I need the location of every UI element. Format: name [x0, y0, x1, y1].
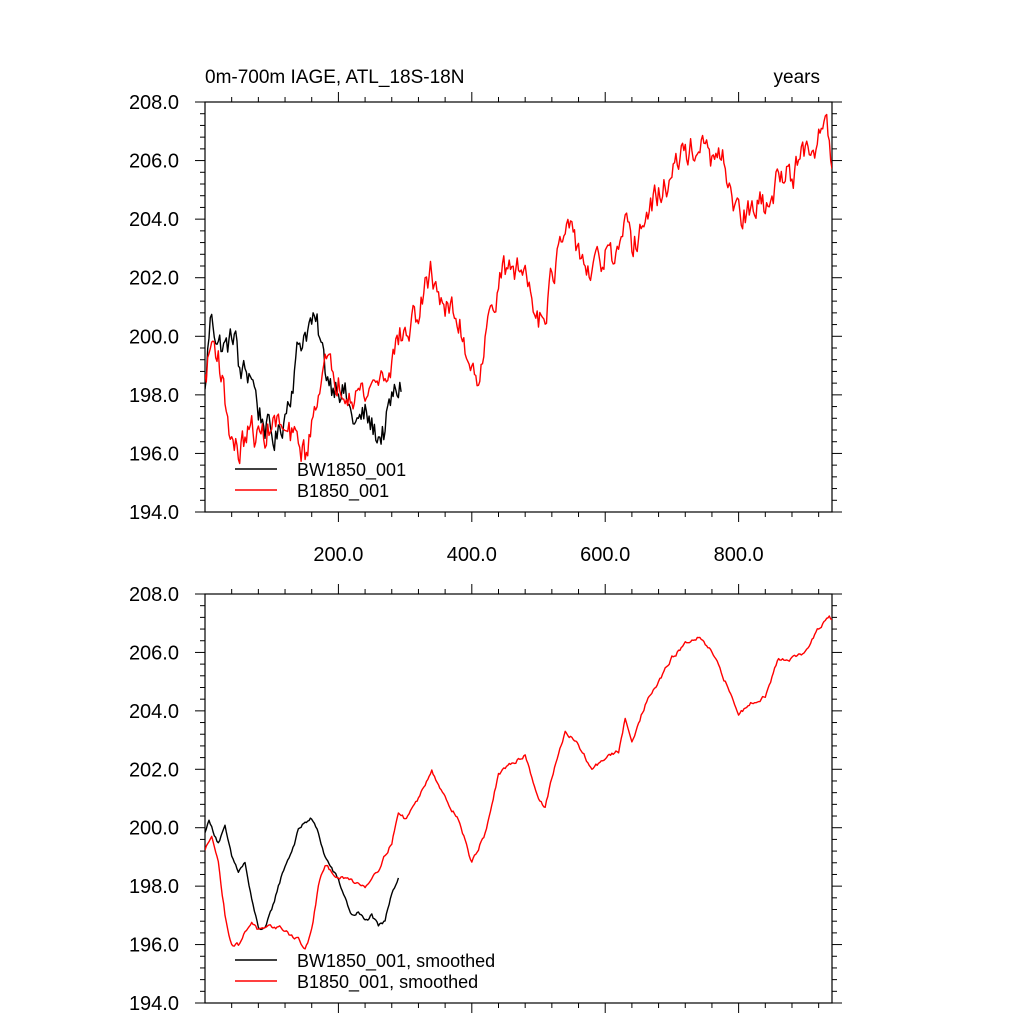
x-tick-label: 600.0: [580, 544, 630, 566]
chart-title: 0m-700m IAGE, ATL_18S-18N: [205, 67, 464, 88]
y-tick-label: 208.0: [129, 92, 179, 114]
y-tick-label: 208.0: [129, 584, 179, 606]
y-tick-label: 198.0: [129, 876, 179, 898]
legend-label: B1850_001: [297, 481, 389, 502]
plot-frame: [204, 101, 833, 513]
x-tick-label: 400.0: [447, 544, 497, 566]
y-tick-label: 204.0: [129, 209, 179, 231]
x-tick-label: 200.0: [313, 544, 363, 566]
y-tick-label: 200.0: [129, 818, 179, 840]
legend-label: BW1850_001: [297, 460, 406, 481]
y-tick-label: 202.0: [129, 759, 179, 781]
y-tick-label: 204.0: [129, 701, 179, 723]
x-tick-label: 800.0: [714, 544, 764, 566]
y-tick-label: 194.0: [129, 993, 179, 1015]
units-label: years: [774, 67, 820, 88]
series-line-b1850: [205, 113, 832, 465]
y-tick-label: 200.0: [129, 326, 179, 348]
y-tick-label: 194.0: [129, 502, 179, 524]
series-line-b1850: [205, 615, 832, 950]
bottom-panel: 194.0 196.0 198.0 200.0 202.0 204.0 206.0 208.0…: [129, 584, 842, 1015]
y-tick-label: 196.0: [129, 443, 179, 465]
top-panel: 194.0 196.0 198.0 200.0 202.0 204.0 206.0 208.0…: [129, 67, 842, 566]
legend-label: B1850_001, smoothed: [297, 972, 478, 993]
plot-frame: [204, 593, 833, 1004]
y-tick-label: 206.0: [129, 151, 179, 173]
y-tick-label: 206.0: [129, 642, 179, 664]
y-tick-label: 196.0: [129, 935, 179, 957]
series-line-bw1850: [205, 312, 402, 452]
y-tick-label: 198.0: [129, 385, 179, 407]
series-line-bw1850: [205, 817, 400, 931]
legend-label: BW1850_001, smoothed: [297, 951, 495, 972]
y-tick-label: 202.0: [129, 268, 179, 290]
